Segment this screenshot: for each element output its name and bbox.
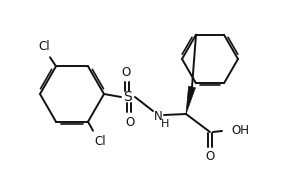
Text: N: N xyxy=(154,109,162,122)
Text: Cl: Cl xyxy=(94,135,106,148)
Polygon shape xyxy=(186,86,195,114)
Text: Cl: Cl xyxy=(38,40,50,53)
Text: OH: OH xyxy=(231,125,249,138)
Text: O: O xyxy=(125,115,135,128)
Text: S: S xyxy=(124,90,132,104)
Text: H: H xyxy=(161,119,169,129)
Text: O: O xyxy=(205,150,214,163)
Text: O: O xyxy=(121,66,131,79)
